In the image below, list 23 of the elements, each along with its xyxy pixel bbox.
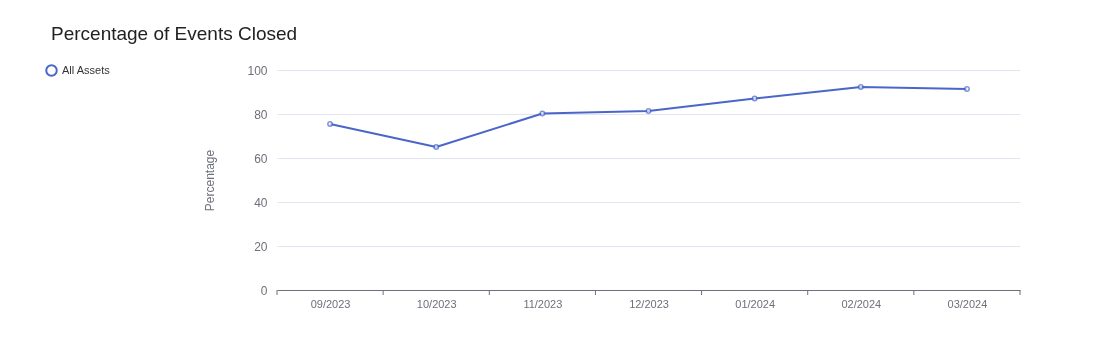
y-tick-label: 20 <box>254 239 268 254</box>
x-tick-label: 09/2023 <box>310 297 351 310</box>
x-tick-label: 03/2024 <box>947 297 988 310</box>
chart-title: Percentage of Events Closed <box>51 23 298 44</box>
point <box>539 110 546 117</box>
y-axis-title: Percentage <box>203 149 218 212</box>
y-tick-label: 60 <box>254 151 268 166</box>
x-tick-label: 01/2024 <box>735 297 776 310</box>
y-tick-label: 80 <box>254 107 268 122</box>
point <box>963 85 970 92</box>
y-tick-label: 100 <box>247 63 268 78</box>
x-tick-label: 10/2023 <box>416 297 457 310</box>
y-tick-label: 0 <box>260 283 268 298</box>
point <box>327 120 334 127</box>
y-tick-label: 40 <box>254 195 268 210</box>
point <box>645 107 652 114</box>
legend-label: All Assets <box>62 63 111 76</box>
x-tick-label: 12/2023 <box>629 297 669 310</box>
point <box>857 83 864 90</box>
point <box>433 144 440 150</box>
x-tick-label: 02/2024 <box>841 297 882 310</box>
x-tick-label: 11/2023 <box>523 297 563 310</box>
point <box>751 95 758 102</box>
